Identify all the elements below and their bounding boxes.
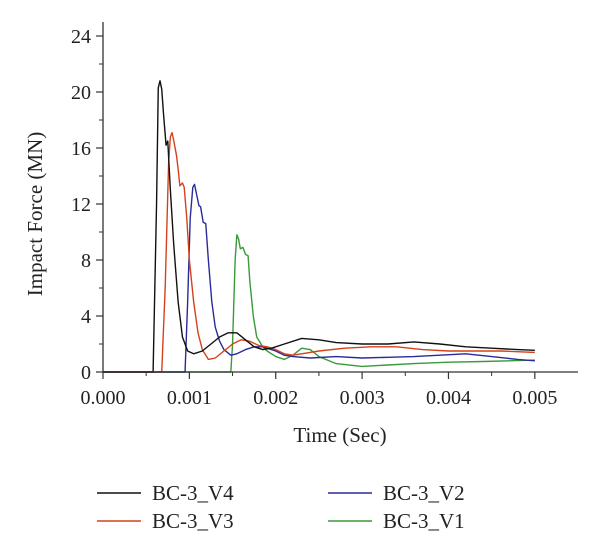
legend-label-bc-3-v2: BC-3_V2 (383, 481, 465, 505)
y-axis-title: Impact Force (MN) (23, 132, 47, 296)
series-line-bc-3-v3 (103, 131, 535, 373)
series-line-bc-3-v1 (103, 234, 535, 373)
x-tick-label: 0.002 (253, 387, 298, 409)
legend-label-bc-3-v1: BC-3_V1 (383, 509, 465, 533)
axes (102, 22, 578, 373)
y-tick-label: 4 (81, 306, 91, 328)
legend: BC-3_V4 BC-3_V3 BC-3_V2 BC-3_V1 (97, 481, 465, 533)
plot-lines (103, 80, 535, 373)
y-tick-label: 20 (71, 82, 91, 104)
x-tick-label: 0.003 (340, 387, 385, 409)
x-tick-label: 0.000 (81, 387, 126, 409)
y-tick-label: 0 (81, 362, 91, 384)
ticks: 0 4 8 12 16 20 24 0.000 0.001 0.002 0.003 0.004 0.00… (71, 26, 557, 409)
legend-label-bc-3-v3: BC-3_V3 (152, 509, 234, 533)
y-tick-label: 24 (71, 26, 91, 48)
y-tick-label: 16 (71, 138, 91, 160)
y-tick-label: 8 (81, 250, 91, 272)
legend-label-bc-3-v4: BC-3_V4 (152, 481, 234, 505)
x-axis-title: Time (Sec) (293, 423, 386, 447)
y-tick-label: 12 (71, 194, 91, 216)
series-line-bc-3-v4 (103, 80, 535, 373)
series-line-bc-3-v2 (103, 183, 535, 373)
x-tick-label: 0.004 (426, 387, 471, 409)
x-tick-label: 0.001 (167, 387, 212, 409)
x-tick-label: 0.005 (512, 387, 557, 409)
